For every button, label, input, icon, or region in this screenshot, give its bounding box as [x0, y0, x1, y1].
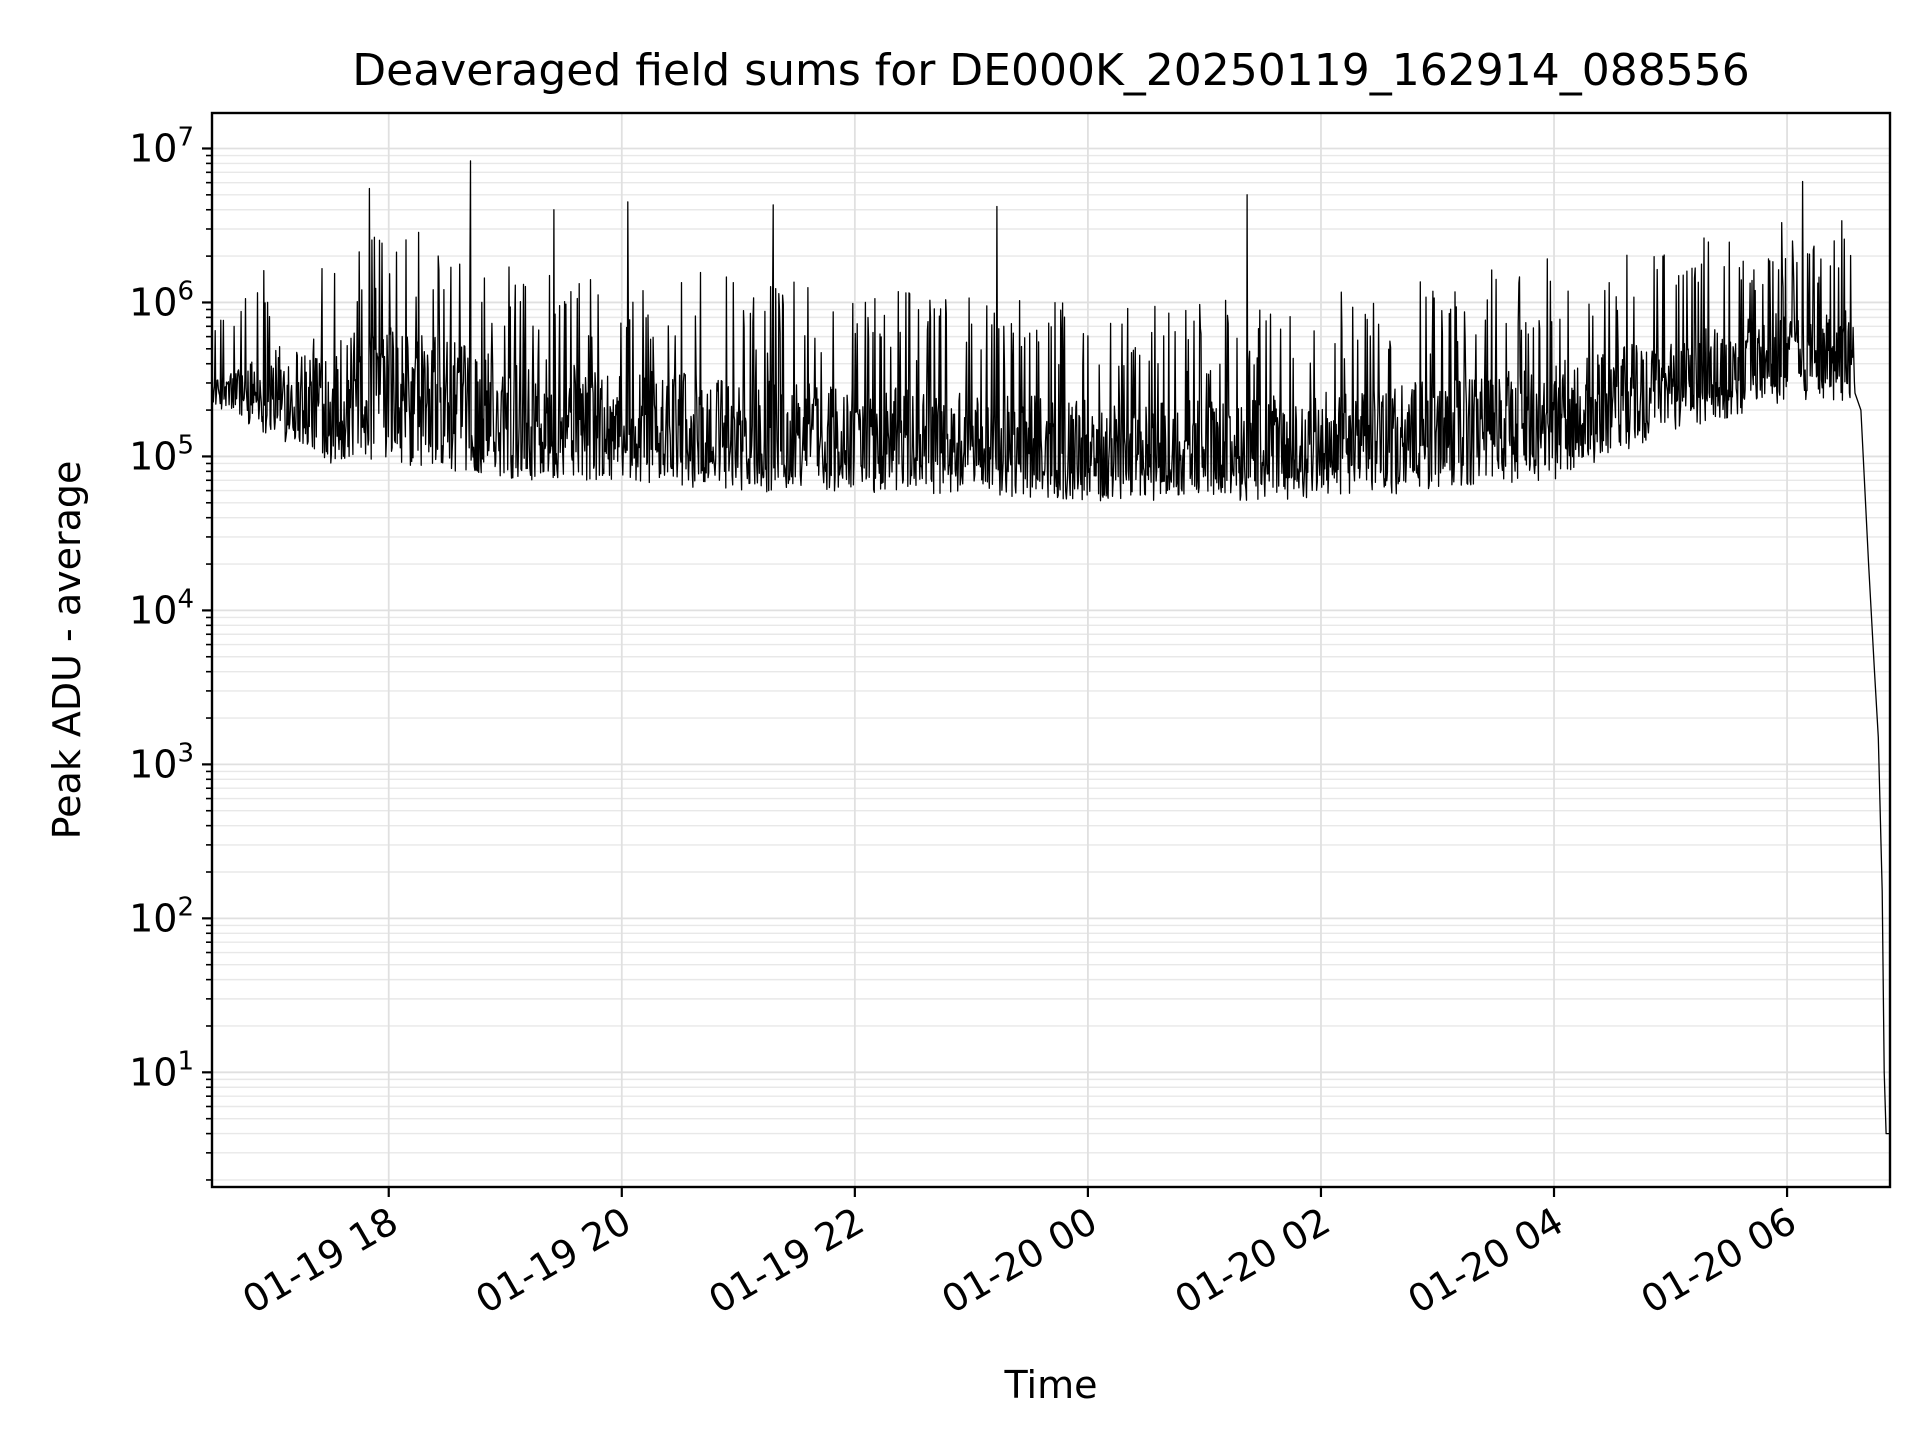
chart-title: Deaveraged field sums for DE000K_2025011…	[352, 45, 1749, 96]
y-tick-label: 104	[129, 584, 194, 632]
y-tick-label: 107	[129, 122, 194, 170]
x-tick-label: 01-19 20	[468, 1199, 638, 1323]
y-tick-label: 106	[129, 276, 194, 324]
series-layer	[211, 160, 1890, 1135]
y-tick-label: 101	[129, 1046, 194, 1094]
x-axis-label: Time	[1004, 1363, 1098, 1407]
x-tick-label: 01-20 04	[1401, 1199, 1571, 1323]
plot-frame	[210, 111, 1892, 1189]
y-tick-label: 102	[129, 892, 194, 940]
y-tick-label: 103	[129, 738, 194, 786]
y-tick-label: 105	[129, 430, 194, 478]
x-tick-label: 01-20 02	[1167, 1199, 1337, 1323]
x-tick-label: 01-19 18	[235, 1199, 405, 1323]
x-tick-label: 01-19 22	[701, 1199, 871, 1323]
x-tick-label: 01-20 00	[934, 1199, 1104, 1323]
y-axis-label: Peak ADU - average	[45, 461, 89, 840]
series-line	[211, 160, 1890, 1135]
grid-layer	[212, 113, 1890, 1187]
x-tick-label: 01-20 06	[1634, 1199, 1804, 1323]
